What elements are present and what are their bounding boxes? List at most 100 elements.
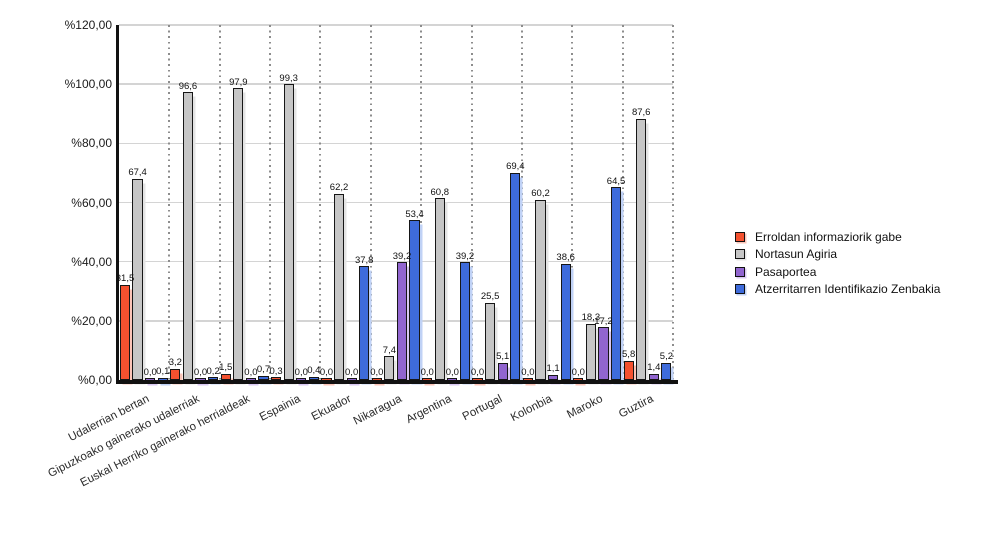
bar-9-pasaportea (547, 374, 559, 380)
bar-1-erroldan (119, 284, 131, 380)
bar-value-label: 60,8 (430, 186, 450, 198)
bar-value-label: 5,2 (659, 351, 674, 363)
bar-value-label: 39,2 (392, 250, 412, 262)
bar-value-label: 17,2 (594, 315, 613, 327)
vertical-dotted-gridline (420, 25, 423, 380)
bar-11-atzerritarren (661, 362, 672, 380)
legend-label: Erroldan informaziorik gabe (755, 229, 902, 244)
horizontal-gridline (119, 260, 673, 263)
bar-value-label: 3,2 (168, 357, 182, 369)
vertical-dotted-gridline (672, 25, 674, 380)
legend-label: Atzerritarren Identifikazio Zenbakia (755, 282, 941, 297)
x-axis-category-label: Nikaragua (351, 393, 404, 428)
bar-value-label: 0,0 (470, 366, 485, 378)
bar-value-label: 69,4 (506, 161, 525, 173)
horizontal-gridline (119, 83, 673, 85)
chart-legend: Erroldan informaziorik gabe Nortasun Agir… (735, 228, 940, 298)
bar-11-pasaportea (648, 373, 659, 380)
bar-value-label: 0,0 (345, 366, 359, 378)
legend-swatch-icon (735, 249, 745, 260)
bar-6-nortasun (384, 356, 395, 380)
vertical-dotted-gridline (319, 25, 322, 380)
bar-10-atzerritarren (610, 187, 622, 380)
vertical-dotted-gridline (369, 25, 372, 380)
legend-label: Pasaportea (755, 264, 817, 279)
x-axis-category-label: Kolonbia (509, 393, 555, 425)
bar-value-label: 0,0 (193, 366, 208, 378)
bar-value-label: 0,1 (156, 366, 170, 378)
legend-swatch-icon (735, 266, 745, 277)
horizontal-gridline (119, 142, 673, 145)
bar-10-pasaportea (598, 327, 609, 380)
vertical-dotted-gridline (168, 25, 171, 380)
x-axis-line (115, 380, 678, 384)
bar-6-pasaportea (396, 262, 408, 380)
legend-item: Nortasun Agiria (735, 246, 940, 264)
bar-value-label: 0,7 (256, 364, 271, 376)
bar-value-label: 0,0 (370, 366, 384, 378)
bar-4-nortasun (283, 84, 294, 380)
vertical-dotted-gridline (218, 25, 221, 380)
bar-value-label: 96,6 (178, 80, 198, 92)
bar-value-label: 97,9 (229, 76, 248, 88)
bar-8-nortasun (485, 302, 496, 380)
bar-value-label: 25,5 (480, 291, 500, 303)
bar-value-label: 38,6 (556, 252, 575, 264)
x-axis-category-label: Ekuador (309, 393, 354, 424)
bar-value-label: 37,8 (354, 254, 374, 266)
x-axis-category-label: Argentina (404, 393, 454, 427)
bar-value-label: 18,3 (581, 312, 601, 324)
bar-value-label: 0,0 (445, 366, 459, 378)
y-axis-tick-label: %80,00 (71, 136, 112, 151)
y-axis-tick-label: %20,00 (71, 313, 112, 328)
legend-swatch-icon (735, 231, 745, 242)
legend-swatch-icon (735, 284, 745, 295)
bar-3-erroldan (220, 373, 231, 380)
bar-value-label: 0,0 (420, 366, 434, 378)
bar-2-erroldan (170, 368, 181, 380)
x-axis-category-label: Maroko (565, 393, 605, 422)
bar-value-label: 99,3 (279, 72, 298, 84)
horizontal-gridline (119, 24, 673, 26)
horizontal-gridline (119, 320, 673, 322)
x-axis-category-label: Guztira (616, 393, 656, 421)
legend-item: Atzerritarren Identifikazio Zenbakia (735, 281, 940, 299)
bar-9-atzerritarren (560, 263, 571, 380)
bar-1-nortasun (132, 178, 143, 380)
bar-11-erroldan (623, 360, 634, 380)
bar-value-label: 67,4 (128, 167, 147, 179)
bar-value-label: 31,5 (115, 273, 135, 285)
y-axis-tick-label: %100,00 (64, 77, 112, 92)
vertical-dotted-gridline (621, 25, 624, 380)
bar-value-label: 64,5 (606, 175, 626, 187)
bar-value-label: 1,5 (219, 362, 233, 374)
bar-value-label: 0,0 (244, 366, 258, 378)
bar-7-atzerritarren (459, 262, 471, 380)
bar-2-nortasun (182, 92, 194, 380)
bar-value-label: 1,1 (546, 363, 560, 375)
bar-value-label: 0,4 (307, 365, 321, 377)
bar-4-atzerritarren (308, 376, 319, 380)
bar-value-label: 60,2 (531, 188, 550, 200)
legend-item: Pasaportea (735, 263, 940, 281)
horizontal-gridline (119, 201, 673, 204)
y-axis-tick-label: %40,00 (71, 254, 112, 269)
bar-5-nortasun (333, 193, 345, 380)
bar-value-label: 0,0 (571, 366, 585, 378)
vertical-dotted-gridline (470, 25, 473, 380)
vertical-dotted-gridline (571, 25, 574, 380)
y-axis-tick-label: %0,00 (77, 373, 112, 387)
legend-label: Nortasun Agiria (755, 247, 838, 262)
bar-value-label: 0,2 (206, 365, 220, 377)
bar-5-atzerritarren (359, 266, 370, 380)
bar-3-atzerritarren (258, 375, 269, 380)
bar-2-atzerritarren (208, 377, 219, 381)
bar-value-label: 5,8 (622, 349, 636, 361)
bar-11-nortasun (636, 118, 647, 380)
legend-item: Erroldan informaziorik gabe (735, 228, 940, 246)
bar-value-label: 0,0 (294, 366, 308, 378)
x-axis-category-label: Espainia (257, 393, 303, 424)
bar-7-nortasun (434, 198, 445, 380)
vertical-dotted-gridline (520, 25, 523, 380)
